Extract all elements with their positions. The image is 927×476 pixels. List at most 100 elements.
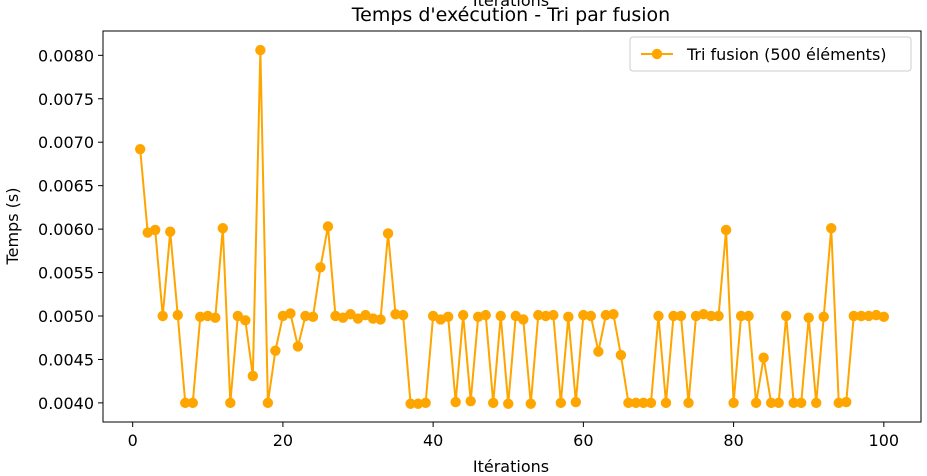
data-point [585,310,597,322]
data-point [660,397,672,409]
data-point [856,310,867,322]
data-point [457,309,469,321]
data-point [157,310,168,322]
data-point [818,311,829,323]
data-point [720,224,732,236]
y-tick-label: 0.0040 [38,394,94,413]
legend-box [629,36,912,72]
data-point [165,226,176,237]
data-point [750,397,762,409]
data-point [180,397,191,409]
data-point [780,310,792,322]
data-point [735,310,747,322]
y-tick-label: 0.0045 [38,350,94,369]
y-axis-label: Temps (s) [3,188,22,266]
data-point [375,314,386,325]
x-tick-label: 20 [273,431,293,450]
data-point [420,397,431,409]
data-point [878,311,890,323]
data-point [525,398,536,409]
data-point [292,341,304,352]
data-point [841,396,852,408]
y-tick-label: 0.0050 [38,307,94,326]
data-point [465,395,476,407]
data-point [270,345,281,356]
data-point [578,309,589,321]
axes: 0 20 40 60 80 100 0.0040 0.0045 0.0050 0.0055 0.00… [38,46,899,450]
data-point [450,396,461,408]
data-point [480,309,491,321]
legend-series-label: Tri fusion (500 éléments) [686,45,887,64]
data-point [600,309,612,321]
data-point [608,309,619,320]
data-point [683,397,694,409]
data-point [795,397,807,409]
data-point [210,312,221,323]
data-point [623,397,634,409]
y-tick-label: 0.0080 [38,46,94,65]
data-point [367,313,379,324]
chart-title: Temps d'exécution - Tri par fusion [351,4,670,26]
data-marks [134,44,890,409]
data-point [150,224,161,236]
data-point [555,397,567,409]
data-point [803,312,814,323]
data-point [195,311,206,323]
x-tick-label: 0 [128,431,138,450]
y-tick-label: 0.0070 [38,133,94,152]
data-point [615,349,627,361]
data-point [518,314,529,325]
x-tick-label: 40 [423,431,443,450]
data-point [322,221,334,232]
x-axis-label: Itérations [473,457,549,476]
data-point [533,309,544,321]
data-point [833,397,844,409]
data-point [826,223,837,234]
data-point [848,310,859,322]
data-point [743,310,754,322]
data-point [232,310,244,322]
y-tick-label: 0.0075 [38,90,94,109]
data-point [773,397,784,409]
y-tick-label: 0.0065 [38,177,94,196]
data-point [488,397,499,409]
data-point [255,44,266,56]
data-point [382,228,394,239]
data-point [495,310,506,322]
data-point [315,262,326,273]
data-point [172,309,183,321]
data-point [548,309,559,321]
x-tick-label: 60 [573,431,593,450]
data-point [217,223,229,234]
data-point [765,397,777,409]
data-point [638,397,649,409]
data-point [247,370,259,382]
data-point [397,309,409,321]
data-point [262,397,274,409]
data-point [285,308,296,319]
data-point [405,398,416,409]
data-point [442,311,454,323]
data-point [668,310,679,322]
data-point [728,397,739,409]
data-point [345,309,356,320]
data-point [503,398,514,409]
data-point [758,352,769,363]
data-point [705,310,717,322]
data-point [811,397,822,409]
data-point [412,398,424,409]
data-point [390,309,401,320]
data-point [540,310,551,322]
data-point [645,397,657,409]
x-tick-label: 100 [869,431,900,450]
x-tick-label: 80 [723,431,743,450]
legend: Tri fusion (500 éléments) [629,36,912,72]
data-point [134,143,146,155]
data-point [593,346,604,357]
data-point [863,310,874,322]
data-point [300,310,311,322]
title-overlap-label: Itérations [473,0,549,10]
data-point [187,397,198,409]
data-point [788,397,799,409]
data-point [630,397,642,409]
